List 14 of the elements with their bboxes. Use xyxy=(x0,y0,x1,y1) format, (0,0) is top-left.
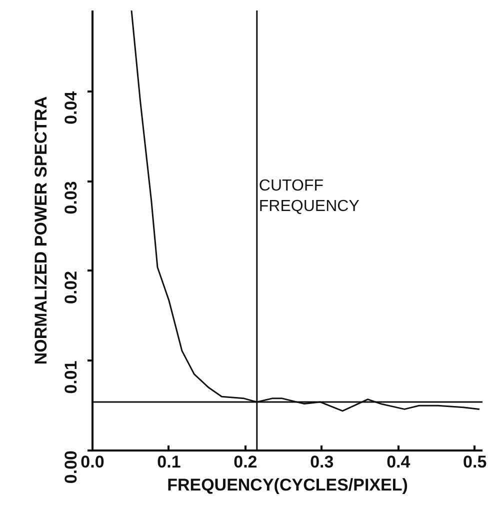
x-axis-title: FREQUENCY(CYCLES/PIXEL) xyxy=(167,476,408,494)
x-tick-label: 0.1 xyxy=(157,452,181,472)
ref-line-label: CUTOFF FREQUENCY xyxy=(258,178,360,216)
x-tick-label: 0.3 xyxy=(310,452,334,472)
y-tick-label: 0.00 xyxy=(62,450,80,484)
x-tick-label: 0.4 xyxy=(386,452,411,472)
x-tick-label: 0.5 xyxy=(463,452,487,472)
x-tick-label: 0.0 xyxy=(80,452,104,472)
y-tick-label: 0.02 xyxy=(62,270,80,304)
x-tick-label: 0.2 xyxy=(234,452,258,472)
y-tick-label: 0.03 xyxy=(62,181,80,214)
y-axis-title: NORMALIZED POWER SPECTRA xyxy=(32,96,50,365)
y-tick-label: 0.04 xyxy=(62,90,80,124)
y-tick-label: 0.01 xyxy=(62,360,80,394)
